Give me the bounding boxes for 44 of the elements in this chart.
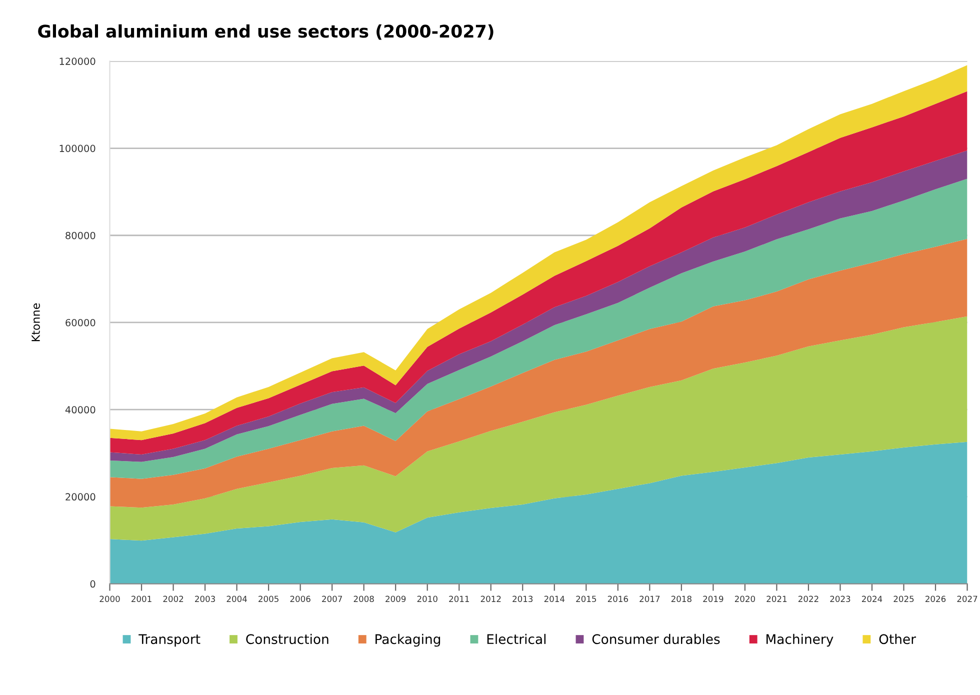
x-tick-label: 2001 (132, 596, 152, 602)
legend-label: Machinery (766, 634, 834, 647)
legend-label: Electrical (487, 634, 546, 644)
x-tick-label: 2025 (894, 596, 914, 602)
chart-title: Global aluminium end use sectors (2000-2027) (38, 24, 494, 40)
x-tick-label: 2017 (640, 596, 660, 602)
y-tick-label: 80000 (66, 232, 96, 240)
x-tick-label: 2009 (386, 596, 406, 602)
x-tick-label: 2013 (512, 596, 533, 602)
legend-label: Other (879, 634, 916, 644)
x-tick-label: 2022 (798, 596, 818, 602)
x-tick-label: 2008 (354, 596, 374, 602)
x-tick-label: 2007 (322, 596, 342, 602)
y-tick-label: 120000 (60, 58, 96, 65)
x-tick-label: 2018 (671, 596, 692, 602)
y-tick-label: 20000 (66, 493, 96, 501)
x-tick-label: 2012 (480, 596, 501, 602)
x-tick-label: 2019 (703, 596, 724, 602)
legend-label: Consumer durables (592, 634, 720, 644)
x-tick-label: 2006 (290, 596, 310, 602)
x-tick-label: 2010 (417, 596, 438, 602)
x-tick-label: 2003 (195, 596, 215, 602)
legend-label: Construction (246, 634, 328, 644)
x-tick-label: 2026 (926, 596, 946, 602)
y-tick-label: 40000 (65, 406, 96, 414)
y-tick-label: 100000 (60, 144, 96, 152)
x-tick-label: 2002 (163, 596, 184, 602)
x-tick-label: 2005 (258, 596, 278, 602)
x-tick-label: 2004 (226, 596, 247, 602)
x-tick-label: 2024 (862, 596, 882, 602)
x-tick-label: 2021 (766, 596, 787, 602)
legend-label: Packaging (376, 634, 440, 647)
y-axis-title: Ktonne (32, 303, 40, 342)
x-tick-label: 2023 (830, 596, 850, 602)
x-tick-label: 2011 (449, 596, 469, 602)
x-tick-label: 2016 (608, 596, 628, 602)
x-tick-label: 2015 (576, 596, 596, 602)
x-tick-label: 2027 (957, 596, 978, 602)
x-tick-label: 2000 (100, 596, 120, 602)
y-tick-label: 0 (90, 580, 96, 588)
y-tick-label: 60000 (66, 318, 96, 326)
legend-label: Transport (138, 634, 200, 647)
x-tick-label: 2014 (544, 596, 565, 602)
x-tick-label: 2020 (734, 596, 755, 602)
